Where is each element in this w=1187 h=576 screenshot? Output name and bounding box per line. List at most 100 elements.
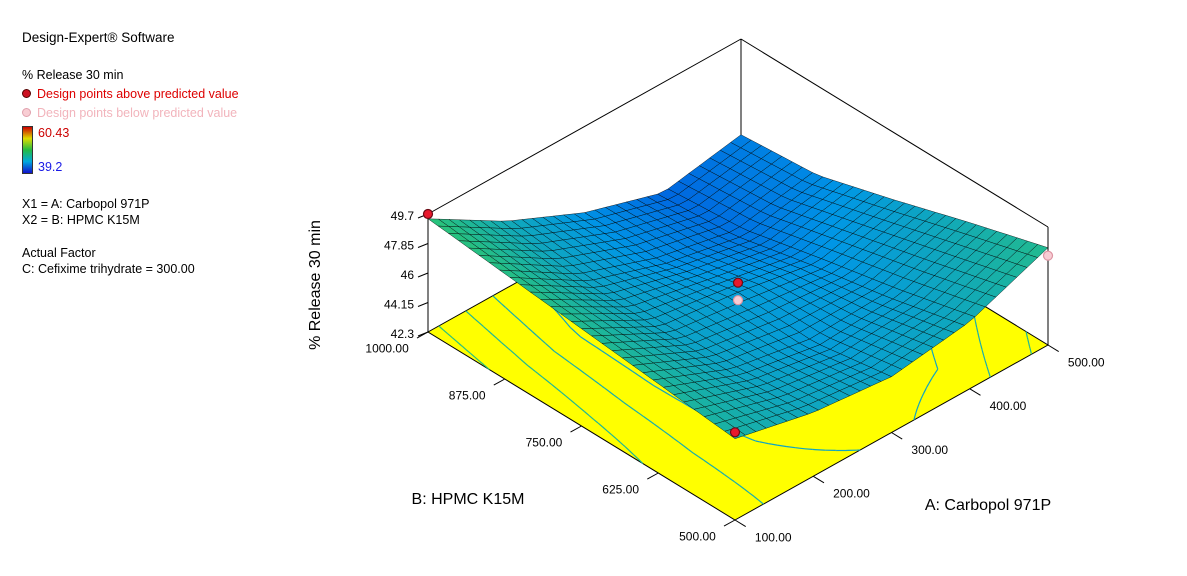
floor-contour <box>628 405 635 411</box>
floor-contour <box>758 499 764 505</box>
x-axis-title: A: Carbopol 971P <box>925 497 1051 514</box>
floor-contour <box>786 445 796 449</box>
floor-contour <box>597 422 604 428</box>
floor-contour <box>527 327 533 332</box>
floor-contour <box>974 321 978 328</box>
z-tick-label: 46 <box>401 268 415 282</box>
response-name: % Release 30 min <box>22 68 124 82</box>
floor-contour <box>653 423 660 429</box>
floor-contour <box>673 438 680 443</box>
z-tick-label: 44.15 <box>384 298 414 312</box>
floor-contour <box>923 388 927 394</box>
floor-contour <box>925 386 928 389</box>
floor-contour <box>501 303 507 308</box>
floor-contour <box>442 329 449 335</box>
floor-contour <box>681 401 688 406</box>
floor-contour <box>637 374 644 380</box>
floor-contour <box>920 395 923 399</box>
floor-contour <box>1026 337 1029 340</box>
floor-contour <box>978 338 981 343</box>
floor-contour <box>983 358 986 361</box>
floor-contour <box>633 409 640 414</box>
floor-contour <box>1029 348 1033 355</box>
floor-contour <box>1025 331 1028 338</box>
floor-contour <box>542 376 548 382</box>
floor-contour <box>590 343 597 348</box>
floor-contour <box>724 474 730 479</box>
floor-contour <box>438 325 444 331</box>
x-tick <box>813 475 825 484</box>
floor-contour <box>568 398 571 401</box>
x-tick <box>891 432 903 440</box>
floor-contour <box>983 355 986 359</box>
z-tick <box>417 331 429 337</box>
floor-contour <box>933 357 936 362</box>
floor-contour <box>478 322 484 328</box>
floor-contour <box>675 398 683 403</box>
z-tick <box>417 272 429 278</box>
floor-contour <box>931 377 933 379</box>
floor-contour <box>642 378 646 381</box>
floor-contour <box>568 361 575 367</box>
floor-contour <box>545 342 551 348</box>
floor-contour <box>1029 346 1031 349</box>
floor-contour <box>460 345 464 348</box>
legend-above-row: Design points above predicted value <box>22 86 322 101</box>
app-title: Design-Expert® Software <box>22 30 175 45</box>
floor-contour <box>527 365 534 371</box>
floor-contour <box>683 445 689 451</box>
design-point-below <box>1042 250 1054 261</box>
y-tick <box>723 519 736 527</box>
floor-contour <box>514 315 520 321</box>
floor-contour <box>988 374 991 378</box>
floor-contour <box>496 299 502 305</box>
floor-contour <box>698 456 705 461</box>
floor-contour <box>470 352 476 358</box>
z-tick-label: 49.7 <box>391 209 415 223</box>
floor-contour <box>546 380 553 386</box>
floor-contour <box>549 346 552 349</box>
y-tick <box>493 378 506 386</box>
y-tick-label: 875.00 <box>449 389 486 403</box>
floor-contour <box>915 408 918 413</box>
x-tick-label: 300.00 <box>911 443 948 457</box>
floor-contour <box>563 358 570 363</box>
floor-contour <box>720 471 725 476</box>
floor-contour <box>465 348 471 354</box>
floor-contour <box>570 399 576 405</box>
floor-contour <box>487 330 493 335</box>
floor-contour <box>976 327 979 333</box>
floor-contour <box>678 441 685 447</box>
floor-contour <box>668 434 675 440</box>
floor-contour <box>648 419 655 425</box>
floor-contour <box>522 323 529 329</box>
floor-contour <box>623 401 630 407</box>
design-point-below-icon <box>22 108 31 117</box>
floor-contour <box>469 314 476 320</box>
y-tick-label: 625.00 <box>602 483 639 497</box>
floor-contour <box>804 448 813 450</box>
floor-contour <box>627 367 634 373</box>
y-tick <box>570 425 582 433</box>
floor-contour <box>620 442 624 446</box>
floor-contour <box>574 403 581 409</box>
floor-contour <box>580 336 587 341</box>
floor-contour <box>573 365 580 370</box>
floor-contour <box>558 313 561 317</box>
floor-contour <box>593 379 600 385</box>
floor-contour <box>977 334 980 339</box>
floor-contour <box>981 350 985 356</box>
color-scale-ramp-icon <box>22 126 33 174</box>
floor-contour <box>729 477 735 483</box>
floor-contour <box>653 385 660 390</box>
floor-contour <box>637 458 643 464</box>
floor-contour <box>658 427 665 432</box>
floor-contour <box>531 331 538 336</box>
color-scale-labels: 60.43 39.2 <box>38 126 69 174</box>
floor-contour <box>935 362 939 369</box>
floor-contour <box>799 447 806 450</box>
box-edge <box>740 38 1049 228</box>
floor-contour <box>483 326 489 332</box>
floor-contour <box>1028 342 1031 347</box>
